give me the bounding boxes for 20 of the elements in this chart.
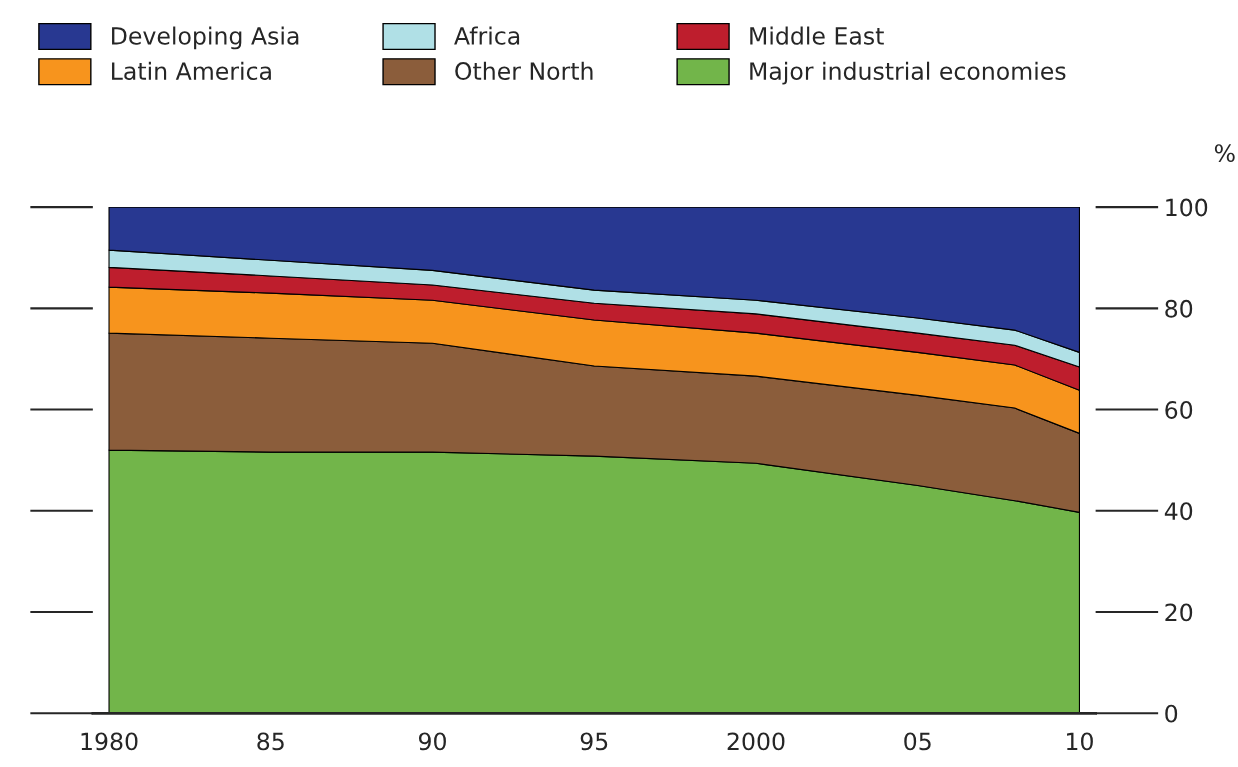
legend-label: Major industrial economies <box>750 61 1066 85</box>
y-tick-label: 40 <box>1164 502 1193 521</box>
y-axis-title: % <box>1214 144 1235 163</box>
y-tick-label: 20 <box>1165 603 1193 622</box>
legend-label: Developing Asia <box>112 26 299 50</box>
x-tick-label: 10 <box>1067 732 1093 751</box>
y-tick-label: 80 <box>1165 299 1193 318</box>
legend-label: Africa <box>454 26 520 45</box>
x-tick-label: 2000 <box>727 732 785 751</box>
x-tick-label: 05 <box>904 732 931 751</box>
y-tick-label: 100 <box>1166 198 1208 217</box>
y-tick-label: 0 <box>1165 704 1178 723</box>
legend-label: Other North <box>455 61 593 80</box>
x-tick-label: 1980 <box>81 732 138 751</box>
legend-label: Middle East <box>750 26 884 45</box>
x-tick-label: 85 <box>257 732 284 751</box>
y-tick-label: 60 <box>1165 401 1193 419</box>
x-tick-label: 95 <box>580 732 608 751</box>
x-tick-label: 90 <box>418 732 446 751</box>
legend-label: Latin America <box>112 61 271 80</box>
